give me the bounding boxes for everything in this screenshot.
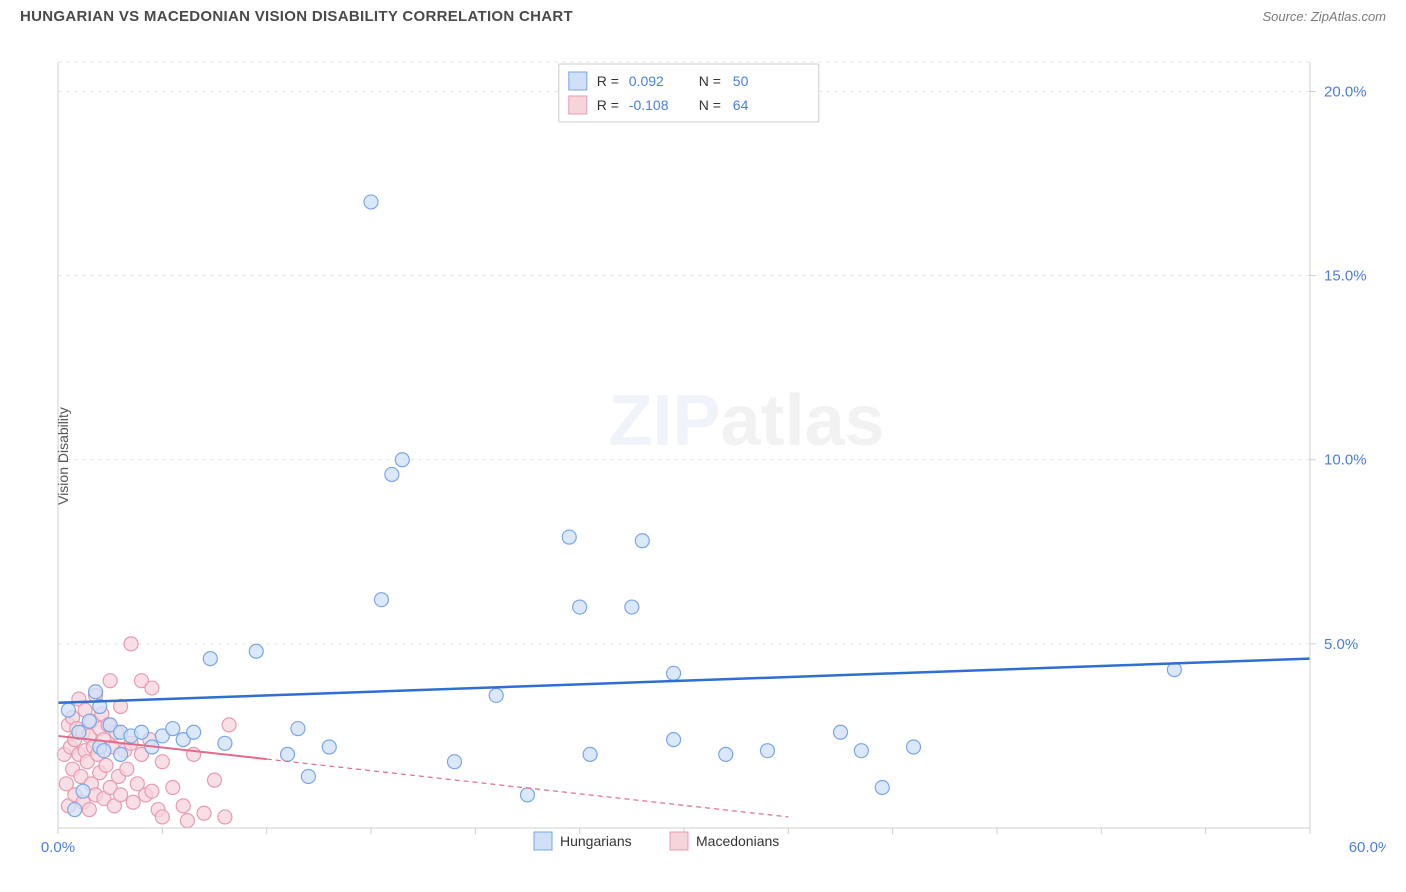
data-point xyxy=(583,747,597,761)
data-point xyxy=(166,722,180,736)
data-point xyxy=(719,747,733,761)
x-tick-label: 60.0% xyxy=(1349,839,1386,856)
source-label: Source: ZipAtlas.com xyxy=(1262,9,1386,24)
legend-n-label: N = xyxy=(699,97,721,113)
data-point xyxy=(180,814,194,828)
data-point xyxy=(301,769,315,783)
data-point xyxy=(155,755,169,769)
legend-swatch xyxy=(534,832,552,850)
data-point xyxy=(208,773,222,787)
data-point xyxy=(907,740,921,754)
data-point xyxy=(218,736,232,750)
data-point xyxy=(155,810,169,824)
data-point xyxy=(76,784,90,798)
scatter-chart-svg: ZIPatlas0.0%60.0%5.0%10.0%15.0%20.0%R =0… xyxy=(20,40,1386,872)
data-point xyxy=(120,762,134,776)
data-point xyxy=(103,674,117,688)
data-point xyxy=(281,747,295,761)
data-point xyxy=(249,644,263,658)
chart-area: Vision Disability ZIPatlas0.0%60.0%5.0%1… xyxy=(20,40,1386,872)
data-point xyxy=(834,725,848,739)
data-point xyxy=(625,600,639,614)
data-point xyxy=(395,453,409,467)
data-point xyxy=(114,788,128,802)
legend-n-value: 50 xyxy=(733,73,749,89)
legend-n-value: 64 xyxy=(733,97,749,113)
y-tick-label: 10.0% xyxy=(1324,452,1367,469)
data-point xyxy=(385,467,399,481)
legend-swatch xyxy=(670,832,688,850)
data-point xyxy=(126,795,140,809)
data-point xyxy=(489,688,503,702)
data-point xyxy=(176,799,190,813)
legend-swatch xyxy=(569,72,587,90)
data-point xyxy=(222,718,236,732)
data-point xyxy=(99,758,113,772)
data-point xyxy=(322,740,336,754)
y-axis-label: Vision Disability xyxy=(55,407,71,505)
legend-r-label: R = xyxy=(597,97,619,113)
data-point xyxy=(61,703,75,717)
data-point xyxy=(97,744,111,758)
data-point xyxy=(82,714,96,728)
data-point xyxy=(760,744,774,758)
y-tick-label: 20.0% xyxy=(1324,83,1367,100)
data-point xyxy=(364,195,378,209)
data-point xyxy=(68,803,82,817)
data-point xyxy=(134,725,148,739)
data-point xyxy=(635,534,649,548)
chart-title: HUNGARIAN VS MACEDONIAN VISION DISABILIT… xyxy=(20,8,573,25)
data-point xyxy=(291,722,305,736)
legend-r-value: -0.108 xyxy=(629,97,669,113)
data-point xyxy=(667,733,681,747)
legend-swatch xyxy=(569,96,587,114)
legend-n-label: N = xyxy=(699,73,721,89)
y-tick-label: 5.0% xyxy=(1324,636,1358,653)
x-tick-label: 0.0% xyxy=(41,839,75,856)
data-point xyxy=(145,681,159,695)
data-point xyxy=(447,755,461,769)
data-point xyxy=(203,652,217,666)
data-point xyxy=(145,784,159,798)
data-point xyxy=(667,666,681,680)
data-point xyxy=(562,530,576,544)
legend-r-label: R = xyxy=(597,73,619,89)
data-point xyxy=(374,593,388,607)
data-point xyxy=(89,685,103,699)
y-tick-label: 15.0% xyxy=(1324,268,1367,285)
data-point xyxy=(573,600,587,614)
data-point xyxy=(521,788,535,802)
data-point xyxy=(218,810,232,824)
data-point xyxy=(114,747,128,761)
data-point xyxy=(197,806,211,820)
data-point xyxy=(82,803,96,817)
legend-series-label: Macedonians xyxy=(696,833,779,849)
data-point xyxy=(187,725,201,739)
legend-series-label: Hungarians xyxy=(560,833,632,849)
data-point xyxy=(124,637,138,651)
data-point xyxy=(875,780,889,794)
data-point xyxy=(166,780,180,794)
legend-r-value: 0.092 xyxy=(629,73,664,89)
data-point xyxy=(854,744,868,758)
